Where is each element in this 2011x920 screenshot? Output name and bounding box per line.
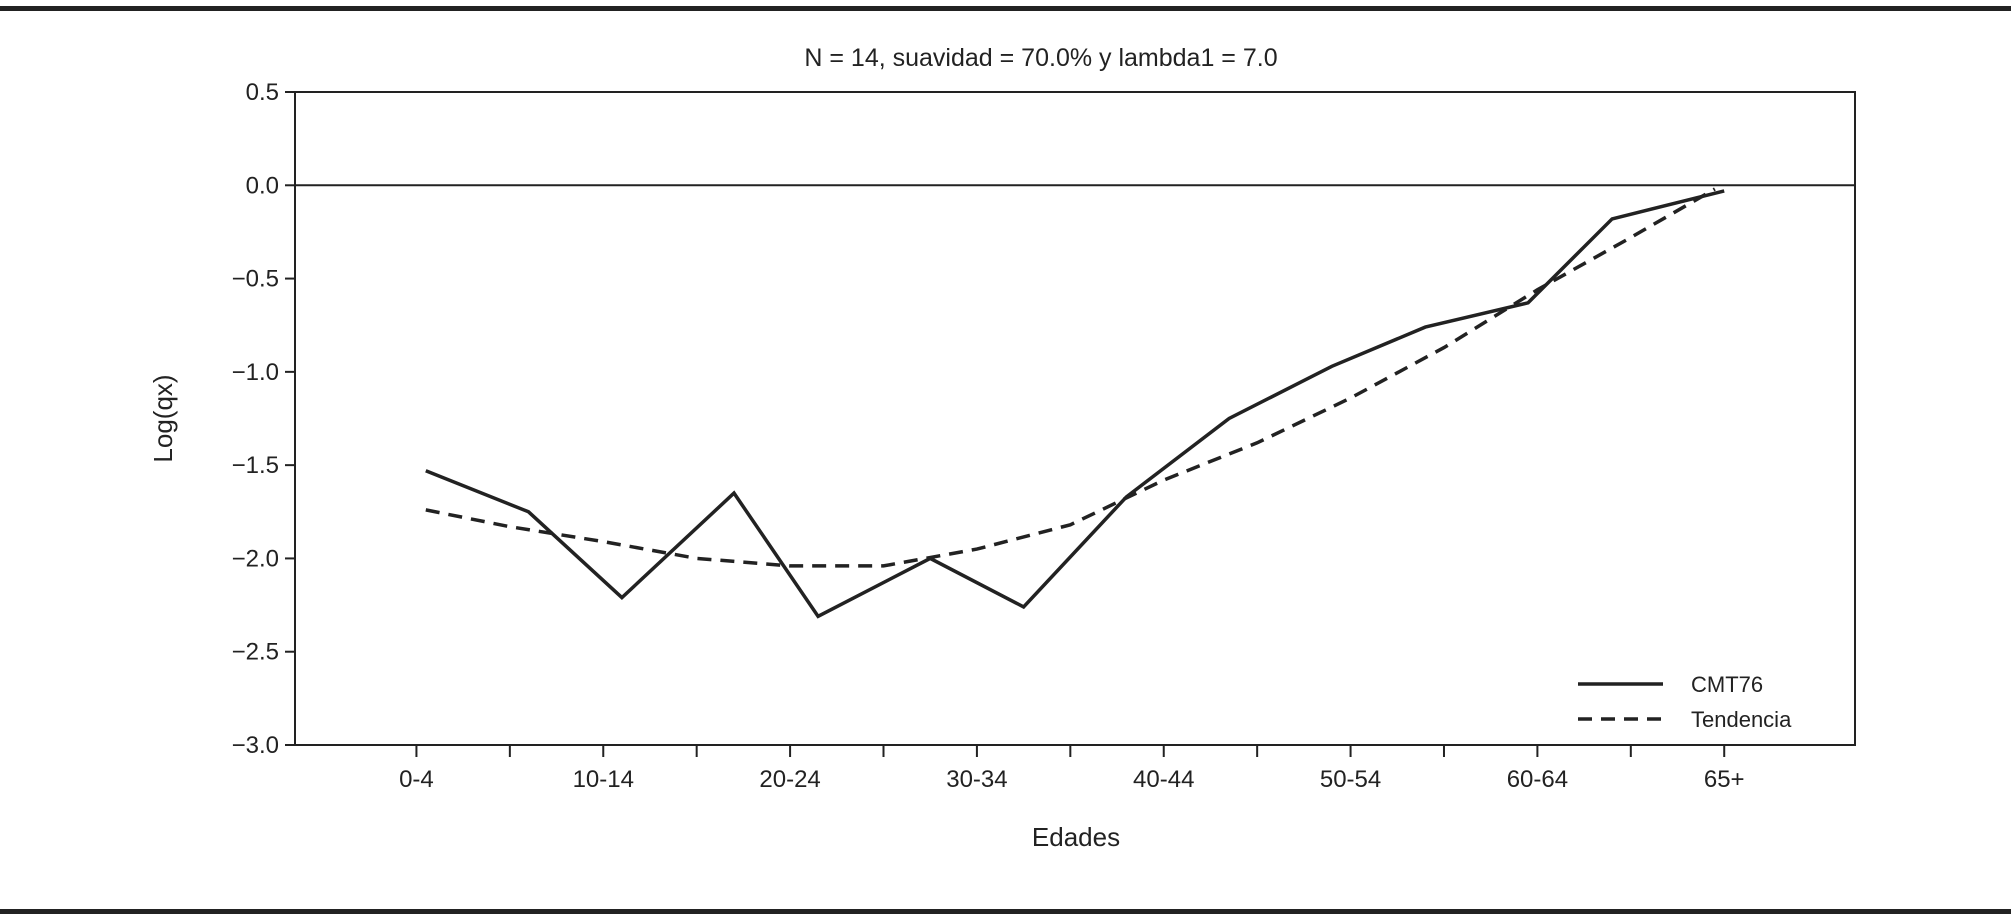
top-rule [0,6,2011,11]
chart-title: N = 14, suavidad = 70.0% y lambda1 = 7.0 [804,44,1277,72]
legend-label: Tendencia [1691,707,1792,732]
legend-label: CMT76 [1691,672,1763,697]
y-tick-label: 0.5 [246,79,279,106]
series-line-cmt76 [425,189,1725,619]
x-tick-label: 0-4 [399,766,434,793]
x-tick-label: 30-34 [946,766,1007,793]
x-tick-label: 60-64 [1507,766,1568,793]
series-line-tendencia [425,187,1716,568]
y-tick-label: −1.5 [232,452,279,479]
y-axis: 0.5 0.0 −0.5 −1.0 −1.5 −2.0 −2.5 −3.0 [232,79,295,759]
y-tick-label: −2.0 [232,545,279,572]
x-axis-label: Edades [1032,822,1120,852]
legend: CMT76 Tendencia [1578,672,1792,732]
x-tick-label: 65+ [1704,766,1745,793]
y-tick-label: −0.5 [232,266,279,293]
x-axis: 0-4 10-14 20-24 30-34 40-44 50-54 60-64 65+ [399,745,1745,793]
y-tick-label: −3.0 [232,732,279,759]
y-tick-label: 0.0 [246,172,279,199]
x-tick-label: 50-54 [1320,766,1381,793]
x-tick-label: 20-24 [759,766,820,793]
y-tick-label: −1.0 [232,359,279,386]
series-layer [425,187,1725,619]
plot-frame [294,91,1856,746]
y-tick-label: −2.5 [232,639,279,666]
x-tick-label: 10-14 [573,766,634,793]
y-axis-label: Log(qx) [148,374,178,462]
bottom-rule [0,909,2011,914]
x-tick-label: 40-44 [1133,766,1194,793]
